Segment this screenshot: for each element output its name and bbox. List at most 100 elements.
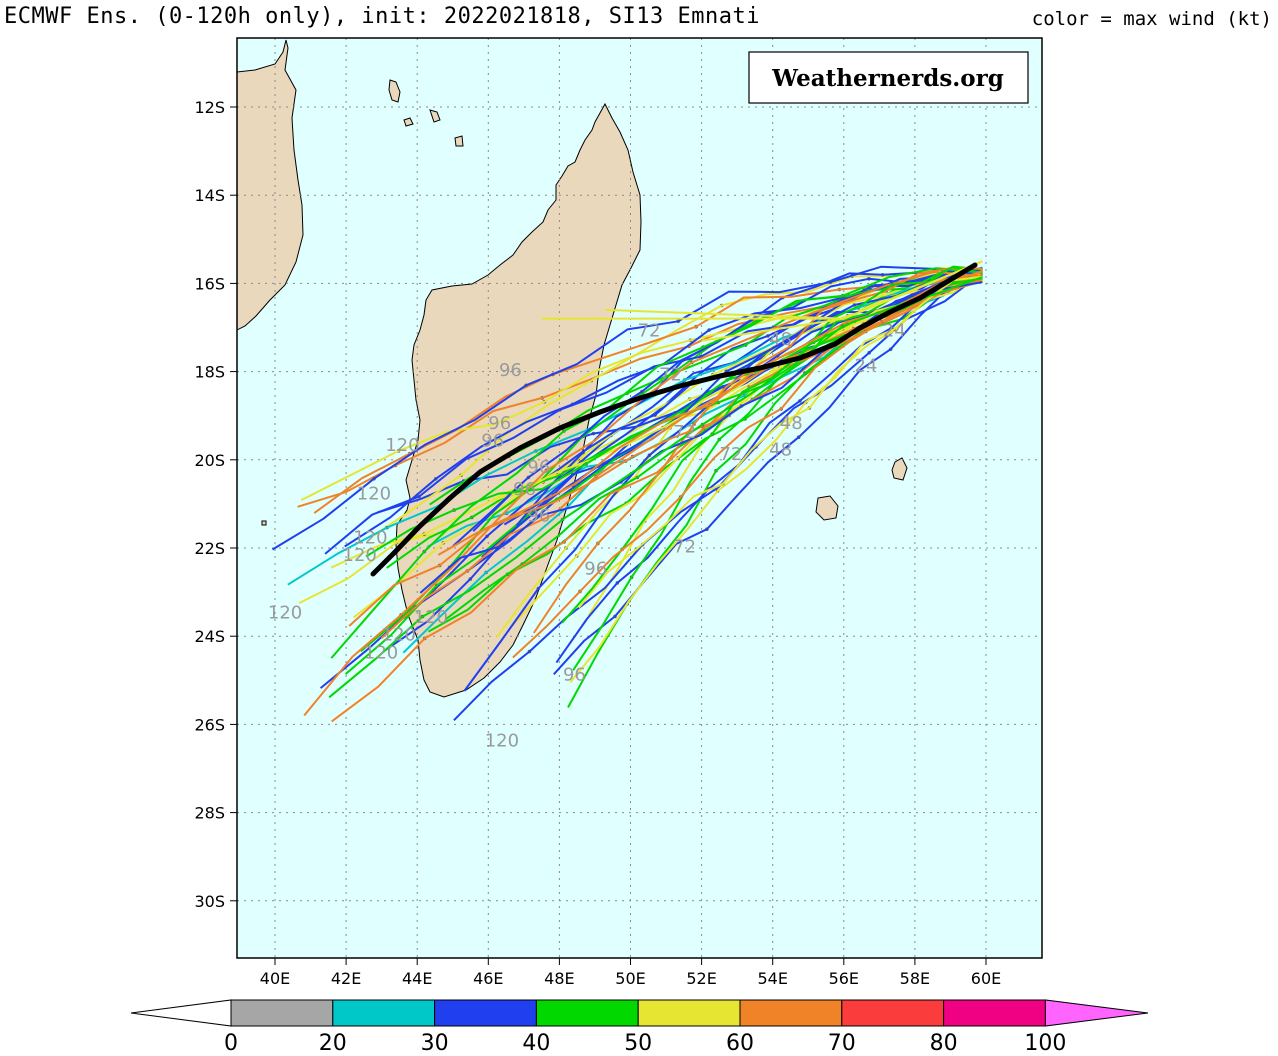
lon-tick-label: 58E — [900, 969, 930, 988]
lon-tick-label: 46E — [473, 969, 503, 988]
hour-label: 96 — [527, 506, 550, 527]
comoros-island-4 — [454, 135, 464, 147]
member-track — [330, 267, 983, 659]
lon-tick-label: 50E — [615, 969, 645, 988]
hour-label: 72 — [673, 422, 696, 443]
comoros-island-2 — [403, 117, 414, 127]
member-track — [569, 275, 983, 684]
color-legend-note: color = max wind (kt) — [1031, 8, 1272, 30]
hour-label: 24 — [854, 356, 877, 377]
ensemble-member-tracks — [271, 260, 984, 723]
colorbar-tick-label: 80 — [930, 1031, 958, 1056]
lat-tick-label: 30S — [194, 892, 225, 911]
grid-lines — [237, 38, 1042, 958]
member-track — [532, 267, 983, 634]
colorbar-tick-label: 0 — [224, 1031, 238, 1056]
member-track — [271, 265, 983, 551]
colorbar-right-arrow — [1044, 999, 1149, 1027]
colorbar-segment — [434, 999, 537, 1027]
hour-label: 96 — [513, 479, 536, 500]
comoros-island-1 — [388, 79, 401, 103]
hour-label: 48 — [769, 439, 792, 460]
hour-label: 120 — [353, 528, 387, 549]
hour-label: 72 — [719, 444, 742, 465]
mauritius-island — [891, 457, 908, 481]
hour-label: 120 — [268, 603, 302, 624]
colorbar-tick-label: 40 — [522, 1031, 550, 1056]
latitude-axis: 12S 14S 16S 18S 20S 22S 24S 26S 28S 30S — [194, 98, 237, 911]
hour-label: 120 — [414, 607, 448, 628]
hour-label: 96 — [488, 413, 511, 434]
colorbar-segment — [332, 999, 436, 1027]
hour-label: 96 — [584, 558, 607, 579]
lat-tick-label: 24S — [194, 627, 225, 646]
longitude-axis: 40E 42E 44E 46E 48E 50E 52E 54E 56E 58E 60E — [260, 958, 1001, 988]
colorbar-tick-label: 60 — [726, 1031, 754, 1056]
watermark-box: Weathernerds.org — [748, 51, 1029, 104]
hour-label: 24 — [883, 320, 906, 341]
hour-label: 96 — [527, 457, 550, 478]
hour-label: 120 — [485, 730, 519, 751]
lat-tick-label: 20S — [194, 451, 225, 470]
colorbar-segment — [943, 999, 1046, 1027]
colorbar-tick-label: 30 — [421, 1031, 449, 1056]
hour-label: 120 — [385, 435, 419, 456]
colorbar-segment — [637, 999, 741, 1027]
member-track — [331, 280, 983, 723]
hour-label: 48 — [780, 413, 803, 434]
hour-label: 72 — [638, 320, 661, 341]
member-track — [553, 274, 983, 675]
wind-colorbar: 0 20 30 40 50 60 70 80 100 — [130, 999, 1149, 1056]
hour-label: 120 — [364, 642, 398, 663]
colorbar-segment — [535, 999, 639, 1027]
lon-tick-label: 56E — [829, 969, 859, 988]
map-frame — [236, 37, 1043, 959]
hour-label: 96 — [499, 360, 522, 381]
colorbar-segment — [230, 999, 334, 1027]
hour-label: 120 — [343, 545, 377, 566]
chart-title: ECMWF Ens. (0-120h only), init: 20220218… — [4, 4, 760, 29]
europa-island — [261, 520, 267, 526]
hour-label: 72 — [659, 364, 682, 385]
hour-label: 120 — [382, 625, 416, 646]
lat-tick-label: 12S — [194, 98, 225, 117]
reunion-island — [815, 495, 839, 521]
hour-label: 96 — [563, 664, 586, 685]
hour-label: 96 — [481, 431, 504, 452]
lon-tick-label: 54E — [757, 969, 787, 988]
hour-label: 120 — [357, 483, 391, 504]
colorbar-tick-label: 50 — [624, 1031, 652, 1056]
colorbar-tick-label: 70 — [828, 1031, 856, 1056]
lon-tick-label: 60E — [971, 969, 1001, 988]
lon-tick-label: 52E — [686, 969, 716, 988]
member-track — [300, 277, 983, 501]
lon-tick-label: 44E — [402, 969, 432, 988]
member-track — [328, 276, 983, 699]
watermark-text: Weathernerds.org — [771, 65, 1004, 92]
member-track — [373, 267, 983, 537]
lat-tick-label: 18S — [194, 363, 225, 382]
africa-landmass — [237, 38, 304, 331]
lat-tick-label: 14S — [194, 186, 225, 205]
hour-label: 72 — [673, 536, 696, 557]
colorbar-segment — [739, 999, 843, 1027]
lon-tick-label: 42E — [331, 969, 361, 988]
comoros-island-3 — [429, 109, 441, 123]
colorbar-tick-label: 20 — [319, 1031, 347, 1056]
colorbar-tick-label: 100 — [1024, 1031, 1066, 1056]
lat-tick-label: 16S — [194, 274, 225, 293]
hour-label: 48 — [769, 329, 792, 350]
lon-tick-label: 48E — [544, 969, 574, 988]
member-track — [541, 260, 983, 320]
lat-tick-label: 28S — [194, 804, 225, 823]
colorbar-segment — [841, 999, 945, 1027]
member-track — [452, 270, 983, 548]
lat-tick-label: 22S — [194, 539, 225, 558]
lat-tick-label: 26S — [194, 715, 225, 734]
ensemble-mean-track — [370, 262, 978, 577]
madagascar-landmass — [395, 102, 642, 698]
lon-tick-label: 40E — [260, 969, 290, 988]
colorbar-left-arrow — [130, 999, 232, 1027]
